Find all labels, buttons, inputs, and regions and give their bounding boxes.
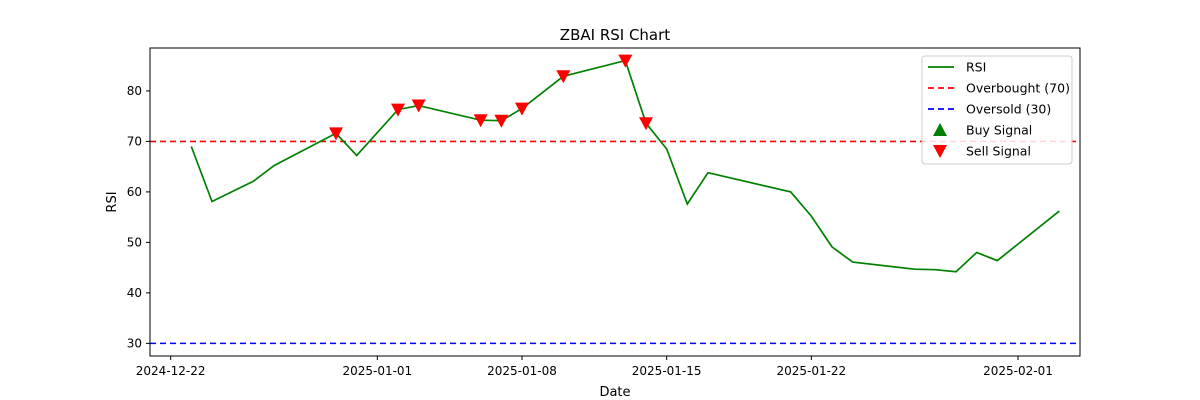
legend-label: Sell Signal <box>966 144 1031 159</box>
legend: RSI Overbought (70) Oversold (30) Buy Signa… <box>921 55 1073 165</box>
x-tick-label: 2025-02-01 <box>983 364 1053 378</box>
axis-ticks: 2024-12-22 2025-01-01 2025-01-08 2025-01-15… <box>127 84 1053 378</box>
sell-signal-marker <box>556 70 571 84</box>
legend-label: Buy Signal <box>966 123 1032 138</box>
sell-signal-marker <box>515 102 529 116</box>
sell-signal-marker <box>391 103 405 117</box>
x-axis-label: Date <box>599 385 630 400</box>
sell-signal-marker <box>473 114 488 128</box>
sell-signal-marker <box>329 127 343 141</box>
sell-signal-marker <box>639 117 653 131</box>
y-tick-label: 40 <box>127 286 142 300</box>
x-tick-label: 2024-12-22 <box>136 364 206 378</box>
y-tick-label: 60 <box>127 185 142 199</box>
legend-label: RSI <box>966 60 986 75</box>
legend-box <box>921 55 1073 165</box>
y-tick-label: 50 <box>127 235 142 249</box>
legend-buy-marker <box>933 123 947 136</box>
y-tick-label: 70 <box>127 134 142 148</box>
y-tick-label: 80 <box>127 84 142 98</box>
chart-title: ZBAI RSI Chart <box>560 26 670 44</box>
x-tick-label: 2025-01-08 <box>487 364 557 378</box>
x-tick-label: 2025-01-15 <box>632 364 702 378</box>
y-tick-label: 30 <box>127 336 142 350</box>
sell-signal-marker <box>411 99 426 113</box>
legend-label: Overbought (70) <box>966 81 1070 96</box>
sell-signal-marker <box>494 114 509 128</box>
y-axis-label: RSI <box>105 191 120 212</box>
legend-sell-marker <box>933 145 947 158</box>
plot-frame <box>149 47 1081 357</box>
x-tick-label: 2025-01-01 <box>342 364 412 378</box>
legend-label: Oversold (30) <box>966 102 1051 117</box>
sell-signal-marker <box>618 54 633 68</box>
x-tick-label: 2025-01-22 <box>776 364 846 378</box>
